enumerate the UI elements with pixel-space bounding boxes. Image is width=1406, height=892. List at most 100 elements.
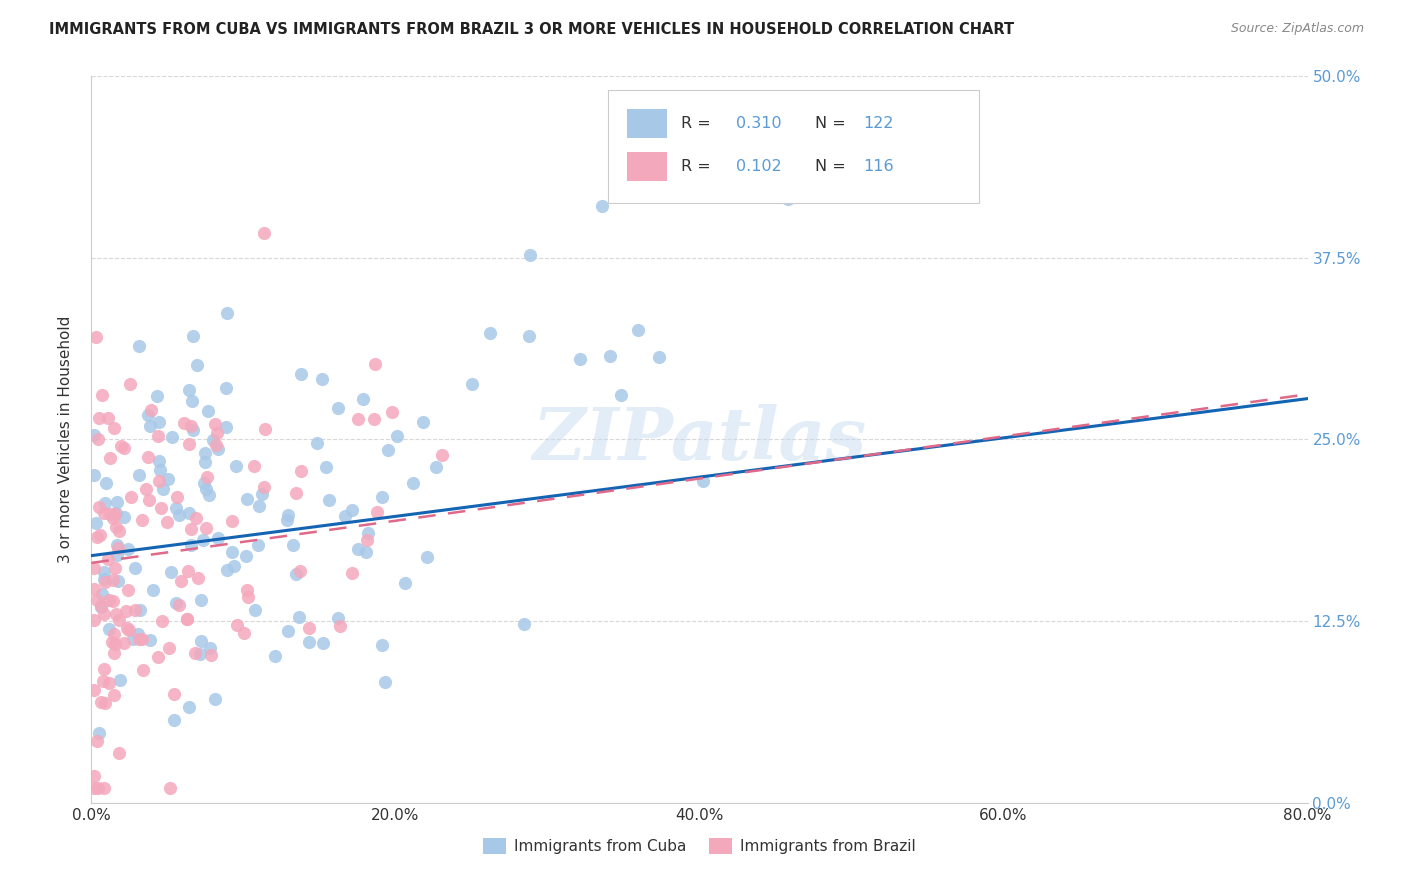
Point: [221, 514, 243, 528]
Point: [284, 486, 307, 500]
Point: [104, 561, 127, 575]
Point: [86, 432, 108, 446]
Point: [128, 632, 150, 646]
Point: [193, 475, 215, 490]
Point: [86, 734, 108, 748]
Point: [225, 459, 247, 474]
Point: [120, 490, 142, 504]
Point: [176, 612, 198, 626]
Text: N =: N =: [815, 159, 851, 174]
Point: [148, 454, 170, 468]
Point: [609, 388, 631, 402]
Point: [377, 442, 399, 457]
Point: [512, 616, 534, 631]
Point: [180, 522, 202, 536]
Point: [298, 635, 321, 649]
Point: [83, 427, 105, 442]
Point: [156, 516, 179, 530]
Point: [176, 612, 198, 626]
Point: [215, 306, 238, 320]
Point: [139, 419, 162, 434]
Point: [243, 459, 266, 474]
Point: [139, 402, 162, 417]
Point: [194, 455, 217, 469]
Point: [195, 469, 218, 483]
Point: [83, 683, 105, 698]
Point: [354, 544, 377, 558]
Point: [135, 482, 157, 496]
Point: [184, 646, 207, 660]
Point: [89, 528, 111, 542]
Point: [347, 411, 370, 425]
Point: [163, 686, 186, 700]
Point: [328, 610, 350, 624]
Point: [138, 492, 160, 507]
Point: [87, 410, 110, 425]
Point: [83, 769, 105, 783]
Point: [326, 401, 349, 415]
Point: [180, 538, 202, 552]
Point: [93, 607, 115, 621]
Point: [124, 560, 146, 574]
Point: [190, 633, 212, 648]
Point: [356, 525, 378, 540]
Point: [233, 626, 256, 640]
Point: [83, 781, 105, 796]
Point: [340, 503, 363, 517]
Point: [177, 437, 200, 451]
Point: [149, 501, 172, 516]
Point: [94, 575, 117, 590]
Text: 122: 122: [863, 116, 894, 130]
Point: [276, 513, 298, 527]
Point: [93, 565, 115, 579]
Point: [112, 510, 135, 524]
Point: [277, 508, 299, 522]
Point: [104, 507, 127, 521]
Point: [356, 533, 378, 547]
Legend: Immigrants from Cuba, Immigrants from Brazil: Immigrants from Cuba, Immigrants from Br…: [477, 832, 922, 861]
Point: [254, 422, 277, 436]
Point: [177, 506, 200, 520]
Point: [101, 594, 124, 608]
Point: [165, 596, 187, 610]
Point: [163, 714, 186, 728]
Point: [101, 634, 124, 648]
Point: [157, 640, 180, 655]
Point: [173, 417, 195, 431]
Point: [136, 450, 159, 464]
Point: [177, 564, 200, 578]
Point: [90, 599, 112, 613]
Point: [187, 571, 209, 585]
Point: [142, 582, 165, 597]
Point: [105, 506, 128, 520]
Point: [110, 439, 132, 453]
Point: [281, 538, 304, 552]
Point: [104, 607, 127, 622]
Point: [205, 426, 228, 441]
Point: [288, 610, 311, 624]
Point: [311, 372, 333, 386]
Point: [264, 649, 287, 664]
Y-axis label: 3 or more Vehicles in Household: 3 or more Vehicles in Household: [58, 316, 73, 563]
Point: [98, 451, 121, 466]
Point: [100, 508, 122, 522]
Point: [364, 357, 387, 371]
Point: [115, 603, 138, 617]
Point: [157, 473, 180, 487]
Point: [84, 516, 107, 530]
Point: [461, 376, 484, 391]
Point: [394, 575, 416, 590]
Point: [416, 550, 439, 565]
Point: [627, 323, 650, 337]
Point: [105, 548, 128, 562]
Point: [215, 563, 238, 577]
Point: [250, 487, 273, 501]
Point: [599, 349, 621, 363]
Point: [83, 467, 105, 482]
Point: [94, 476, 117, 491]
Point: [120, 376, 142, 391]
Point: [193, 533, 215, 548]
Point: [110, 673, 132, 687]
Point: [184, 511, 207, 525]
Point: [222, 558, 245, 573]
